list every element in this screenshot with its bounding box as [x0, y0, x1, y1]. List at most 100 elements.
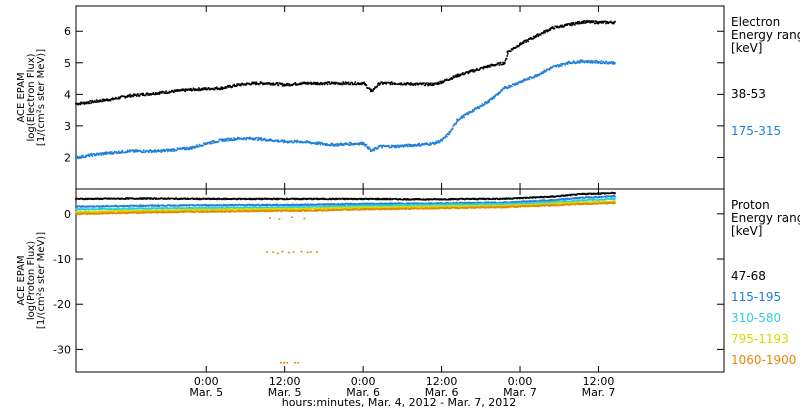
scatter-point: [294, 361, 297, 364]
data-point: [550, 204, 553, 207]
plot-frame-proton: [75, 188, 725, 373]
y-axis-label: log(Proton Flux): [26, 241, 37, 320]
data-point: [126, 150, 129, 153]
data-point: [299, 209, 302, 212]
data-point: [283, 140, 286, 143]
x-tick-time: 12:00: [426, 375, 458, 388]
legend-entry: 1060-1900: [731, 353, 796, 367]
x-tick-date: Mar. 7: [582, 386, 616, 399]
data-point: [487, 99, 490, 102]
data-point: [613, 61, 616, 64]
data-point: [550, 26, 553, 30]
scatter-point: [287, 251, 290, 254]
legend-title: Proton: [731, 198, 770, 212]
data-point: [440, 80, 443, 83]
data-point: [362, 208, 365, 211]
data-point: [362, 142, 365, 145]
data-point: [471, 69, 475, 72]
x-tick-date: Mar. 7: [503, 386, 537, 399]
legend-title: Energy range: [731, 28, 800, 42]
data-point: [503, 61, 506, 64]
data-point: [236, 83, 239, 86]
data-point: [613, 197, 616, 201]
data-point: [456, 74, 459, 77]
data-point: [424, 207, 427, 210]
data-point: [330, 143, 333, 146]
scatter-point: [268, 217, 271, 219]
data-point: [267, 138, 271, 142]
data-point: [299, 82, 302, 85]
data-point: [299, 203, 302, 206]
legend-entry: 47-68: [731, 269, 766, 283]
y-axis-label: [1/(cm²s ster MeV)]: [36, 49, 47, 146]
data-point: [424, 203, 427, 206]
scatter-point: [281, 250, 284, 253]
data-point: [299, 197, 302, 201]
data-point: [534, 74, 537, 77]
series-175-315: [74, 59, 616, 160]
x-tick-date: Mar. 5: [189, 386, 223, 399]
data-point: [220, 138, 224, 142]
y-tick-label: 0: [64, 208, 71, 221]
data-point: [416, 83, 420, 86]
scatter-points: [265, 216, 319, 364]
data-point: [456, 118, 459, 121]
data-point: [448, 131, 451, 134]
data-point: [565, 61, 569, 64]
legend-entry: 310-580: [731, 311, 781, 325]
legend-entry: 115-195: [731, 290, 781, 304]
y-axis-label: [1/(cm²s ster MeV)]: [36, 232, 47, 329]
x-tick-date: Mar. 5: [268, 386, 302, 399]
data-point: [362, 82, 365, 85]
data-point: [74, 212, 78, 215]
data-point: [424, 198, 427, 201]
data-point: [369, 90, 373, 93]
scatter-point: [283, 361, 286, 364]
scatter-point: [286, 361, 289, 364]
data-point: [205, 208, 208, 211]
y-axis-label: log(Electron Flux): [26, 53, 37, 141]
data-point: [613, 201, 616, 205]
data-point: [613, 21, 616, 24]
plot-frame-electron: [75, 5, 725, 190]
data-point: [205, 197, 208, 201]
data-point: [503, 205, 506, 209]
y-tick-label: 3: [64, 120, 71, 133]
data-point: [613, 195, 616, 198]
data-point: [74, 197, 78, 201]
data-point: [581, 196, 584, 199]
data-point: [205, 206, 208, 210]
panel-electron: 2 3 4 5 6 ACE EPAM log(Electron Flux) [1/(cm²s …: [16, 5, 800, 190]
data-point: [142, 204, 145, 207]
series-trace: [76, 191, 616, 201]
x-tick-time: 0:00: [351, 375, 376, 388]
data-point: [550, 199, 553, 202]
scatter-point: [303, 217, 306, 220]
data-point: [74, 205, 78, 208]
data-point: [299, 140, 302, 143]
y-tick-label: 6: [64, 25, 71, 38]
legend-title: Energy range: [731, 211, 800, 225]
series-310-580: [74, 197, 616, 211]
data-point: [393, 145, 396, 148]
x-tick-time: 0:00: [194, 375, 219, 388]
data-point: [87, 101, 90, 104]
data-point: [283, 83, 286, 86]
x-tick-time: 12:00: [583, 375, 615, 388]
legend-title: [keV]: [731, 41, 762, 55]
data-point: [416, 143, 420, 146]
data-point: [205, 210, 208, 213]
legend-title: [keV]: [731, 224, 762, 238]
data-point: [503, 202, 506, 206]
data-point: [581, 202, 584, 206]
x-tick-date: Mar. 6: [425, 386, 459, 399]
y-tick-label: -30: [53, 343, 71, 356]
data-point: [597, 61, 600, 64]
data-point: [362, 197, 365, 201]
data-point: [205, 204, 208, 207]
y-tick-label: 2: [64, 151, 71, 164]
data-point: [565, 23, 569, 27]
series-47-68: [74, 191, 616, 201]
legend-entry: 175-315: [731, 124, 781, 138]
